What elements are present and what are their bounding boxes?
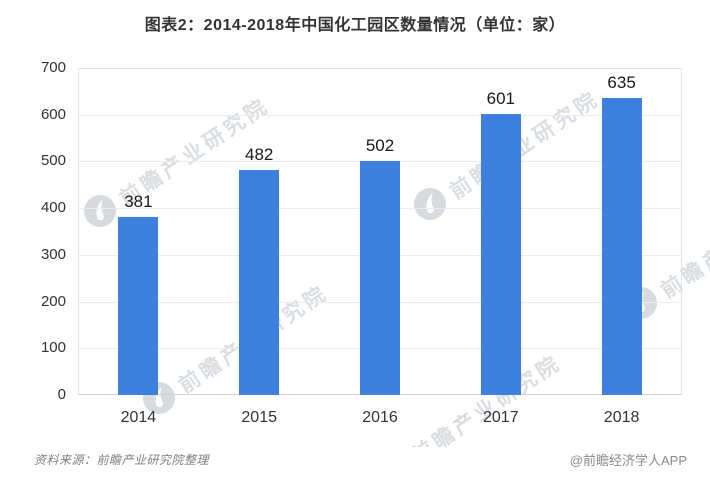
bar-2018: [601, 98, 642, 395]
y-tick-label: 700: [40, 59, 66, 76]
value-label-2015: 482: [245, 144, 274, 164]
y-tick-label: 100: [40, 339, 66, 357]
x-tick-label-2016: 2016: [362, 409, 398, 426]
y-tick-label: 0: [57, 386, 66, 403]
qianzhan-bird-logo: [370, 446, 417, 447]
chart-title: 图表2：2014-2018年中国化工园区数量情况（单位：家）: [144, 17, 566, 34]
credit-note: @前瞻经济学人APP: [569, 453, 687, 468]
y-tick-label: 300: [40, 245, 66, 263]
gridline: [79, 114, 681, 116]
x-tick-label-2017: 2017: [483, 409, 519, 426]
value-label-2016: 502: [365, 135, 395, 155]
value-label-2014: 381: [124, 192, 153, 211]
y-tick-label: 600: [40, 105, 66, 123]
bar-2017: [480, 114, 521, 395]
y-tick-label: 500: [40, 152, 66, 170]
x-tick-label-2014: 2014: [120, 409, 157, 426]
y-tick-label: 400: [40, 199, 66, 217]
x-tick-label-2018: 2018: [603, 409, 640, 426]
bar-2016: [360, 160, 400, 395]
bar-2014: [118, 217, 159, 395]
value-label-2018: 635: [607, 73, 636, 93]
y-tick-label: 200: [40, 292, 66, 310]
x-tick-label-2015: 2015: [241, 409, 277, 426]
value-label-2017: 601: [486, 89, 515, 109]
bar-2015: [239, 169, 280, 395]
source-note: 资料来源：前瞻产业研究院整理: [34, 453, 210, 467]
